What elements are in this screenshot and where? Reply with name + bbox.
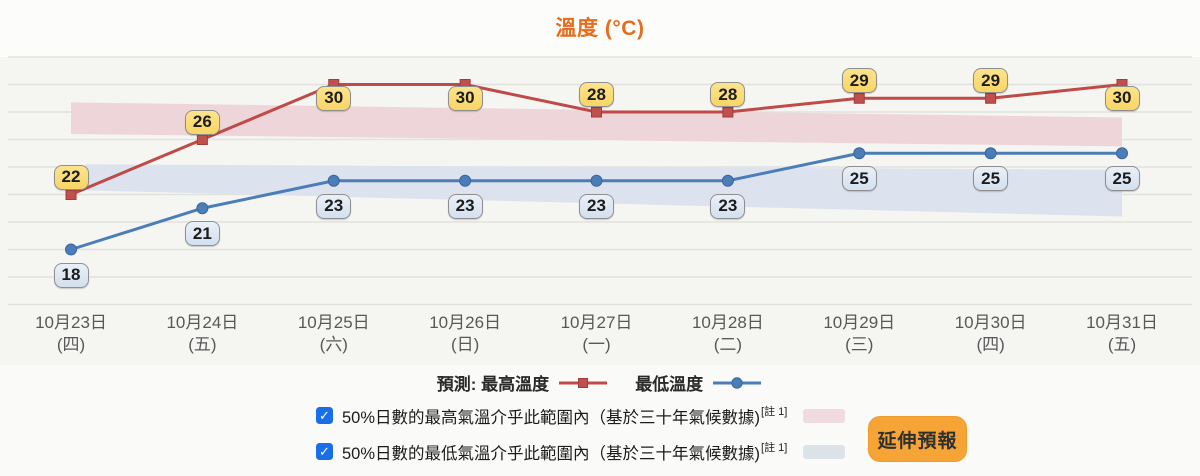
max-temp-marker	[591, 106, 602, 118]
min-temp-label: 25	[973, 166, 1009, 192]
max-climate-band	[71, 102, 1122, 147]
min-temp-label: 25	[841, 166, 877, 192]
x-axis-label: 10月29日 (三)	[823, 313, 896, 354]
x-axis-label: 10月31日 (五)	[1086, 313, 1158, 354]
max-temp-marker	[853, 92, 865, 104]
x-axis-label: 10月26日 (日)	[429, 313, 502, 354]
min-temp-label: 21	[184, 221, 220, 247]
min-temp-marker	[853, 147, 866, 160]
min-band-footnote: [註 1]	[761, 441, 788, 454]
chart-legend: 預測: 最高溫度 最低溫度	[0, 370, 1200, 395]
x-axis-label: 10月24日 (五)	[166, 313, 239, 354]
min-band-label: 50%日數的最低氣溫介乎此範圍內（基於三十年氣候數據)	[342, 444, 761, 463]
max-temp-label: 22	[53, 164, 89, 190]
min-temp-marker	[1116, 147, 1128, 160]
max-temp-label: 28	[579, 82, 614, 107]
max-temp-label: 29	[841, 68, 877, 94]
x-axis-label: 10月27日 (一)	[560, 313, 633, 354]
extended-forecast-button[interactable]: 延伸預報	[868, 416, 967, 462]
max-band-checkbox[interactable]: ✓	[316, 407, 333, 424]
max-temp-label: 30	[316, 85, 352, 111]
min-temp-marker	[590, 174, 603, 187]
min-temp-label: 25	[1104, 166, 1140, 192]
legend-min-line-sample	[713, 376, 762, 389]
legend-max-label: 預測: 最高溫度	[436, 375, 550, 394]
max-temp-label: 28	[710, 82, 746, 107]
min-band-swatch	[803, 444, 846, 459]
min-temp-marker	[721, 174, 734, 187]
max-temp-label: 29	[973, 68, 1009, 94]
max-temp-marker	[985, 92, 997, 104]
min-temp-label: 23	[447, 193, 483, 219]
x-axis-label: 10月23日 (四)	[35, 313, 107, 354]
climate-band-controls: ✓ 50%日數的最高氣溫介乎此範圍內（基於三十年氣候數據) [註 1] ✓ 50…	[316, 404, 846, 463]
min-temp-label: 18	[53, 262, 89, 288]
min-band-control-row: ✓ 50%日數的最低氣溫介乎此範圍內（基於三十年氣候數據) [註 1]	[316, 440, 846, 463]
max-band-swatch	[803, 408, 846, 423]
max-band-footnote: [註 1]	[761, 405, 788, 418]
min-temp-marker	[984, 147, 997, 160]
min-band-checkbox[interactable]: ✓	[316, 443, 333, 460]
min-temp-marker	[327, 174, 340, 187]
max-temp-label: 30	[1104, 85, 1140, 111]
x-axis-label: 10月30日 (四)	[954, 313, 1027, 354]
max-temp-marker	[196, 134, 208, 145]
min-temp-label: 23	[579, 193, 614, 219]
min-temp-label: 23	[710, 193, 746, 219]
max-temp-marker	[722, 106, 734, 118]
legend-min-label: 最低溫度	[635, 375, 704, 394]
max-temp-marker	[65, 189, 77, 200]
max-temp-label: 30	[447, 85, 483, 111]
max-band-label: 50%日數的最高氣溫介乎此範圍內（基於三十年氣候數據)	[342, 408, 761, 427]
header-band	[0, 0, 1200, 57]
x-axis-label: 10月28日 (二)	[691, 313, 764, 354]
min-temp-marker	[459, 174, 472, 187]
legend-max-line-sample	[559, 377, 608, 388]
min-temp-marker	[65, 243, 77, 256]
min-temp-marker	[196, 202, 209, 215]
max-band-control-row: ✓ 50%日數的最高氣溫介乎此範圍內（基於三十年氣候數據) [註 1]	[316, 404, 846, 427]
chart-title: 溫度 (°C)	[555, 17, 645, 40]
x-axis-label: 10月25日 (六)	[297, 313, 370, 354]
min-temp-label: 23	[316, 193, 352, 219]
max-temp-label: 26	[184, 109, 220, 135]
